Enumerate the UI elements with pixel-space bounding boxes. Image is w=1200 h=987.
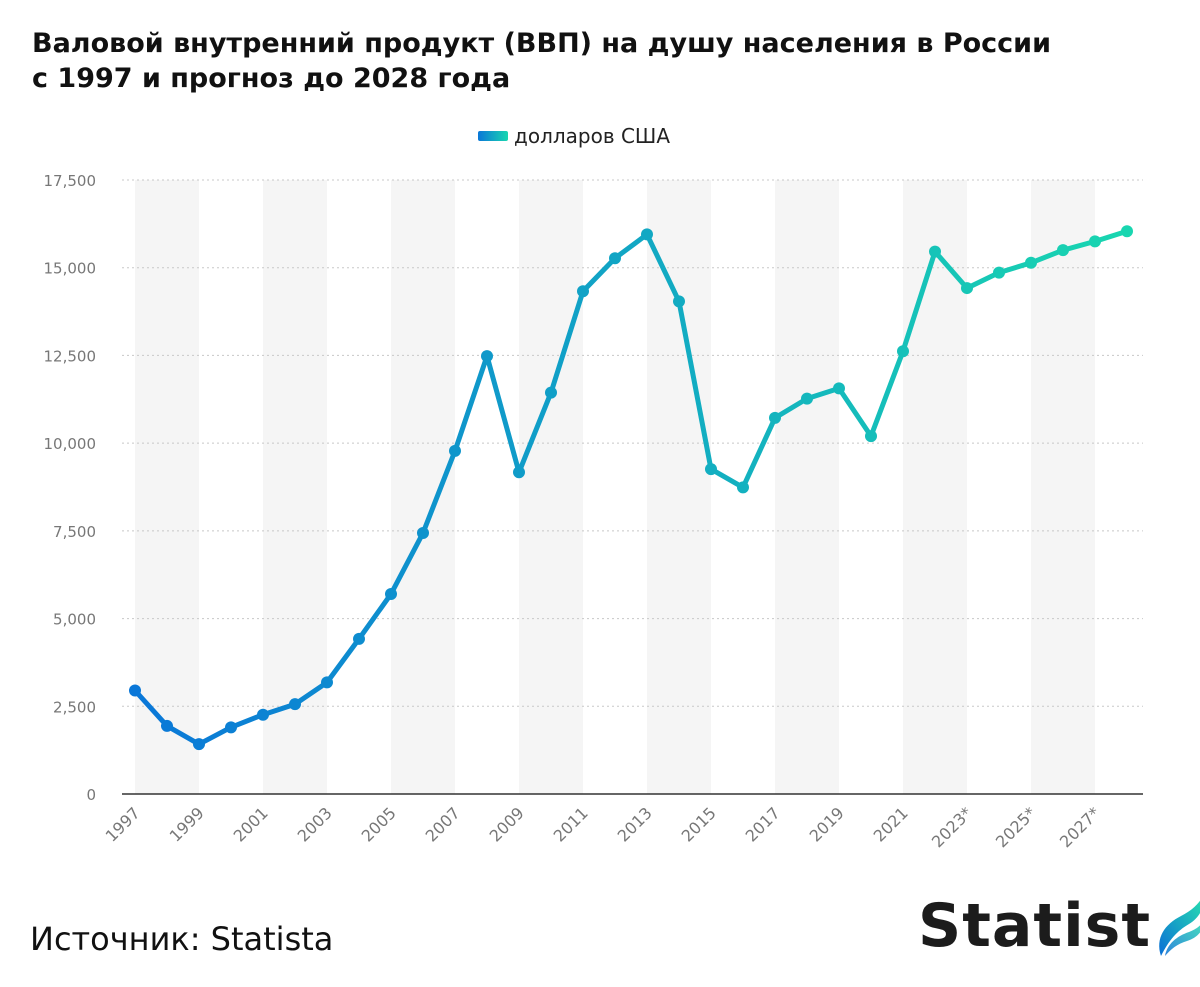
data-point[interactable] bbox=[449, 444, 461, 457]
data-point[interactable] bbox=[289, 698, 301, 711]
data-point[interactable] bbox=[513, 466, 525, 479]
data-point[interactable] bbox=[1121, 225, 1133, 238]
data-point[interactable] bbox=[1025, 256, 1037, 269]
data-point[interactable] bbox=[865, 430, 877, 443]
background-band bbox=[775, 180, 839, 794]
source-text: Источник: Statista bbox=[30, 920, 334, 958]
data-point[interactable] bbox=[481, 350, 493, 363]
x-tick-label: 2015 bbox=[678, 803, 720, 845]
y-tick-label: 7,500 bbox=[53, 523, 96, 541]
background-bands bbox=[135, 180, 1095, 794]
data-point[interactable] bbox=[1057, 244, 1069, 257]
x-tick-label: 2001 bbox=[230, 803, 272, 845]
background-band bbox=[647, 180, 711, 794]
data-point[interactable] bbox=[705, 463, 717, 476]
y-tick-label: 2,500 bbox=[53, 698, 96, 716]
data-point[interactable] bbox=[961, 282, 973, 295]
chart-title: Валовой внутренний продукт (ВВП) на душу… bbox=[32, 26, 1152, 96]
background-band bbox=[391, 180, 455, 794]
data-point[interactable] bbox=[993, 266, 1005, 279]
y-tick-label: 17,500 bbox=[44, 172, 97, 190]
data-point[interactable] bbox=[673, 295, 685, 308]
x-tick-label: 1999 bbox=[166, 803, 208, 845]
data-point[interactable] bbox=[769, 411, 781, 424]
statista-wave-icon bbox=[1159, 900, 1200, 956]
chart-legend[interactable]: долларов США bbox=[478, 124, 670, 148]
data-point[interactable] bbox=[897, 345, 909, 358]
data-point[interactable] bbox=[641, 228, 653, 241]
x-tick-label: 1997 bbox=[102, 803, 144, 845]
data-point[interactable] bbox=[929, 245, 941, 258]
data-point[interactable] bbox=[801, 392, 813, 405]
x-tick-label: 2013 bbox=[614, 803, 656, 845]
statista-logo[interactable]: Statist bbox=[918, 894, 1200, 958]
x-tick-label: 2023* bbox=[928, 803, 976, 851]
x-tick-label: 2027* bbox=[1056, 803, 1104, 851]
data-point[interactable] bbox=[257, 708, 269, 721]
y-axis-ticks: 0 2,500 5,000 7,500 10,000 12,500 15,000 17,500 bbox=[44, 172, 97, 804]
series-line bbox=[132, 228, 1130, 747]
data-point[interactable] bbox=[545, 386, 557, 399]
x-axis-ticks: 1997 1999 2001 2003 2005 2007 2009 2011 2013 2015… bbox=[102, 803, 1104, 851]
data-point[interactable] bbox=[385, 588, 397, 601]
background-band bbox=[1031, 180, 1095, 794]
y-tick-label: 12,500 bbox=[44, 347, 97, 365]
chart-title-line-1: Валовой внутренний продукт (ВВП) на душу… bbox=[32, 28, 1052, 59]
logo-text: Statist bbox=[918, 891, 1152, 961]
y-tick-label: 10,000 bbox=[44, 435, 97, 453]
legend-label: долларов США bbox=[514, 124, 670, 148]
data-point[interactable] bbox=[609, 252, 621, 265]
chart-title-line-2: с 1997 и прогноз до 2028 года bbox=[32, 63, 511, 94]
data-point[interactable] bbox=[161, 719, 173, 732]
y-tick-label: 0 bbox=[86, 786, 96, 804]
x-tick-label: 2011 bbox=[550, 803, 592, 845]
x-tick-label: 2017 bbox=[742, 803, 784, 845]
data-point[interactable] bbox=[225, 721, 237, 734]
x-tick-label: 2003 bbox=[294, 803, 336, 845]
x-tick-label: 2009 bbox=[486, 803, 528, 845]
y-tick-label: 15,000 bbox=[44, 260, 97, 278]
y-tick-label: 5,000 bbox=[53, 611, 96, 629]
background-band bbox=[135, 180, 199, 794]
data-point[interactable] bbox=[1089, 235, 1101, 248]
x-tick-label: 2005 bbox=[358, 803, 400, 845]
x-tick-label: 2025* bbox=[992, 803, 1040, 851]
x-tick-label: 2021 bbox=[870, 803, 912, 845]
data-point[interactable] bbox=[417, 526, 429, 539]
legend-swatch bbox=[478, 131, 508, 141]
data-point[interactable] bbox=[577, 285, 589, 298]
data-point[interactable] bbox=[193, 738, 205, 751]
data-points bbox=[129, 225, 1133, 751]
data-point[interactable] bbox=[737, 481, 749, 494]
x-tick-label: 2019 bbox=[806, 803, 848, 845]
data-point[interactable] bbox=[129, 684, 141, 697]
background-band bbox=[903, 180, 967, 794]
background-band bbox=[519, 180, 583, 794]
data-point[interactable] bbox=[353, 632, 365, 645]
data-point[interactable] bbox=[321, 676, 333, 689]
x-tick-label: 2007 bbox=[422, 803, 464, 845]
data-point[interactable] bbox=[833, 382, 845, 395]
line-chart: 0 2,500 5,000 7,500 10,000 12,500 15,000 17,500… bbox=[44, 172, 1143, 851]
